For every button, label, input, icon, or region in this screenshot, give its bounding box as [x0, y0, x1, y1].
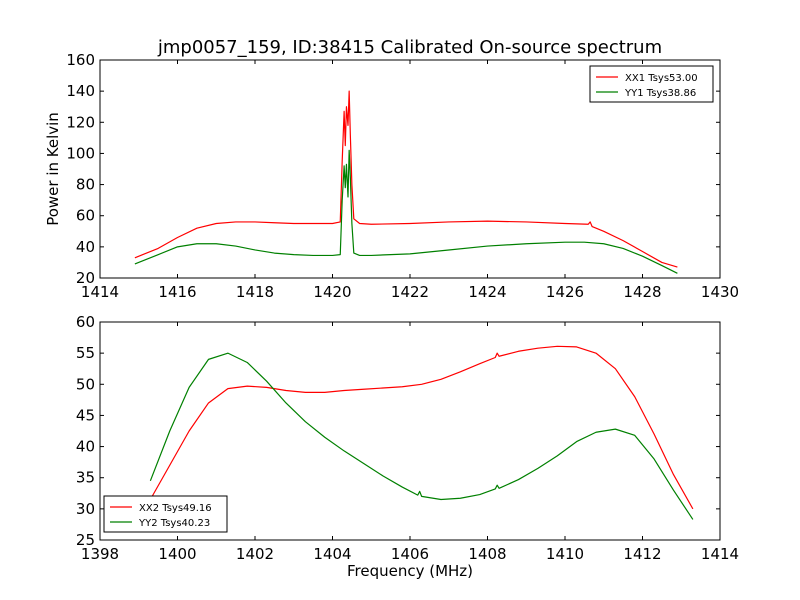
- x-tick-label: 1398: [81, 545, 119, 563]
- y-tick-label: 40: [76, 438, 95, 456]
- series-line-xx1: [134, 90, 678, 268]
- y-tick-label: 120: [66, 113, 95, 131]
- y-tick-label: 55: [76, 344, 95, 362]
- y-tick-label: 100: [66, 144, 95, 162]
- y-tick-label: 20: [76, 269, 95, 287]
- x-tick-label: 1414: [81, 283, 119, 301]
- x-tick-label: 1422: [391, 283, 429, 301]
- y-tick-label: 160: [66, 51, 95, 69]
- legend-box: [589, 65, 714, 103]
- x-tick-label: 1406: [391, 545, 429, 563]
- legend-entry: YY2 Tsys40.23: [138, 518, 210, 529]
- legend: XX1 Tsys53.00 YY1 Tsys38.86: [589, 65, 714, 103]
- y-tick-label: 30: [76, 500, 95, 518]
- top-plot: 1414 1416 1418 1420 1422 1424 1426 1428 1430 20 40…: [66, 51, 739, 301]
- y-axis-label-top: Power in Kelvin: [44, 112, 62, 226]
- legend-entry: XX2 Tsys49.16: [139, 503, 212, 514]
- x-tick-label: 1428: [623, 283, 661, 301]
- x-tick-label: 1414: [701, 545, 739, 563]
- x-axis-label-bottom: Frequency (MHz): [347, 562, 473, 580]
- y-tick-label: 35: [76, 469, 95, 487]
- x-tick-label: 1430: [701, 283, 739, 301]
- x-tick-label: 1402: [236, 545, 274, 563]
- x-tick-label: 1416: [158, 283, 196, 301]
- x-tick-label: 1400: [158, 545, 196, 563]
- y-tick-label: 80: [76, 176, 95, 194]
- y-tick-label: 40: [76, 238, 95, 256]
- series-lines: [149, 345, 694, 520]
- x-tick-label: 1424: [468, 283, 506, 301]
- x-tick-label: 1426: [546, 283, 584, 301]
- legend-entry: YY1 Tsys38.86: [624, 88, 696, 99]
- x-tick-label: 1412: [623, 545, 661, 563]
- y-tick-label: 60: [76, 207, 95, 225]
- y-tick-label: 45: [76, 406, 95, 424]
- series-line-yy2: [149, 352, 694, 520]
- x-tick-label: 1420: [313, 283, 351, 301]
- legend-box: [103, 495, 228, 533]
- y-tick-label: 140: [66, 82, 95, 100]
- chart-title: jmp0057_159, ID:38415 Calibrated On-sour…: [157, 37, 662, 58]
- y-tick-label: 25: [76, 531, 95, 549]
- legend-entry: XX1 Tsys53.00: [625, 73, 698, 84]
- y-tick-label: 50: [76, 375, 95, 393]
- bottom-plot: 1398 1400 1402 1404 1406 1408 1410 1412 1414 25 30…: [76, 313, 739, 563]
- series-line-xx2: [149, 345, 694, 510]
- series-line-yy1: [134, 149, 678, 274]
- x-tick-label: 1404: [313, 545, 351, 563]
- x-tick-label: 1408: [468, 545, 506, 563]
- y-tick-label: 60: [76, 313, 95, 331]
- x-tick-label: 1410: [546, 545, 584, 563]
- legend: XX2 Tsys49.16 YY2 Tsys40.23: [103, 495, 228, 533]
- x-tick-label: 1418: [236, 283, 274, 301]
- series-lines: [134, 90, 678, 274]
